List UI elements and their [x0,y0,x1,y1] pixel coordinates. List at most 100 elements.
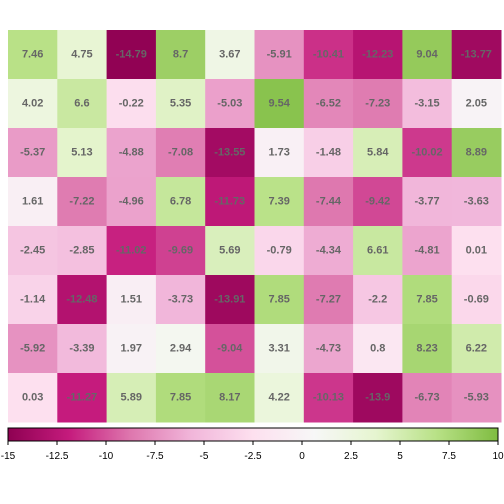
heatmap-cell [8,324,58,374]
cell-value-label: 6.6 [74,98,89,110]
cell-value-label: -9.04 [217,343,243,355]
heatmap-cell [451,275,502,325]
cell-value-label: 4.75 [71,49,92,61]
heatmap-cells [8,30,502,423]
cell-value-label: 8.17 [219,392,240,404]
cell-value-label: -4.34 [316,245,342,257]
heatmap-cell [451,79,502,129]
heatmap-cell [254,275,305,325]
cell-value-label: 1.97 [121,343,142,355]
heatmap-cell [402,226,453,276]
cell-value-label: 8.23 [416,343,437,355]
heatmap-cell [402,373,453,423]
cell-value-label: -10.13 [313,392,344,404]
cell-value-label: 5.89 [121,392,142,404]
cell-value-label: -6.73 [415,392,440,404]
heatmap-cell [402,79,453,129]
legend-tick-label: 10 [492,451,504,462]
heatmap-cell [353,373,403,423]
heatmap-cell [155,79,206,129]
heatmap-cell [106,128,157,178]
cell-value-label: -5.93 [464,392,489,404]
cell-value-label: 2.94 [170,343,192,355]
heatmap-cell [451,177,502,227]
cell-value-label: 3.67 [219,49,240,61]
cell-value-label: 7.85 [170,392,191,404]
cell-value-label: -1.14 [20,294,46,306]
cell-value-label: -2.45 [20,245,45,257]
legend-tick-label: 0 [299,451,305,462]
cell-value-label: 5.13 [71,147,92,159]
heatmap-cell [254,177,305,227]
cell-value-label: -5.03 [217,98,242,110]
heatmap-cell [57,373,108,423]
heatmap-cell [254,373,305,423]
cell-value-label: -1.48 [316,147,341,159]
cell-value-label: 1.73 [268,147,289,159]
heatmap-cell [155,275,206,325]
cell-value-label: 0.01 [466,245,487,257]
cell-value-label: 6.22 [466,343,487,355]
heatmap-cell [57,177,108,227]
heatmap-cell [303,324,354,374]
cell-value-label: 5.35 [170,98,191,110]
cell-value-label: -5.91 [267,49,292,61]
cell-value-label: -14.79 [116,49,147,61]
cell-value-label: 4.02 [22,98,43,110]
heatmap-cell [155,30,206,80]
cell-value-label: 7.39 [268,196,289,208]
heatmap-cell [205,30,255,80]
cell-value-label: -4.81 [415,245,440,257]
heatmap-cell [8,226,58,276]
legend-tick-label: -7.5 [146,451,164,462]
heatmap-cell [205,79,255,129]
heatmap-cell [303,30,354,80]
heatmap-cell [353,226,403,276]
cell-value-label: -13.91 [214,294,245,306]
cell-value-label: 2.05 [466,98,487,110]
legend-tick-label: 2.5 [344,451,358,462]
cell-value-label: 6.78 [170,196,191,208]
cell-value-label: -11.73 [215,196,246,208]
heatmap-cell [57,30,108,80]
heatmap-cell [451,324,502,374]
cell-value-label: 3.31 [268,343,289,355]
cell-value-label: 1.51 [121,294,142,306]
heatmap-cell [254,226,305,276]
heatmap-cell [8,275,58,325]
color-legend-bar [7,427,499,442]
heatmap-cell [106,177,157,227]
cell-value-label: 1.61 [22,196,43,208]
heatmap-cell [57,226,108,276]
cell-value-label: -4.73 [316,343,341,355]
heatmap-cell [402,128,453,178]
heatmap-cell [303,226,354,276]
cell-value-label: -0.69 [464,294,489,306]
cell-value-label: 6.61 [367,245,388,257]
cell-value-label: 8.7 [173,49,188,61]
color-legend: -15 -12.5 -10 -7.5 -5 -2.5 0 2.5 5 7.5 10 [1,427,504,462]
heatmap-cell [57,79,108,129]
heatmap-cell [8,30,58,80]
cell-value-label: -7.27 [316,294,341,306]
heatmap-cell [155,324,206,374]
cell-value-label: -2.2 [368,294,387,306]
color-legend-ticks: -15 -12.5 -10 -7.5 -5 -2.5 0 2.5 5 7.5 10 [1,441,504,462]
cell-value-label: -7.23 [365,98,390,110]
cell-value-label: -4.96 [119,196,144,208]
heatmap-cell [8,79,58,129]
heatmap-cell [451,373,502,423]
heatmap-cell [205,226,255,276]
legend-tick-label: -15 [1,451,16,462]
cell-value-label: -10.41 [313,49,344,61]
heatmap-cell [303,373,354,423]
cell-value-label: 7.85 [416,294,437,306]
heatmap-cell-labels: 7.46 4.75 -14.79 8.7 3.67 -5.91 -10.41 -12.23 9.… [20,49,492,404]
cell-value-label: 9.54 [268,98,290,110]
cell-value-label: -3.63 [464,196,489,208]
heatmap-cell [8,128,58,178]
cell-value-label: -4.88 [119,147,144,159]
cell-value-label: 7.46 [22,49,43,61]
cell-value-label: -9.69 [168,245,193,257]
